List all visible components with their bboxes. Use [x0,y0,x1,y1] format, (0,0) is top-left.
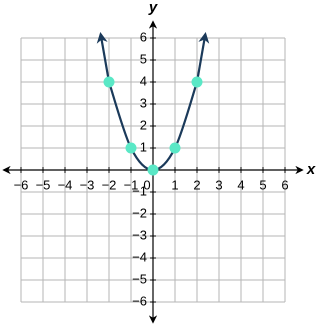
x-tick-label: 2 [193,177,200,192]
x-tick-label: 6 [281,177,288,192]
x-tick-label: −2 [102,177,117,192]
curve-arrow [96,32,111,83]
y-tick-label: −3 [132,227,147,242]
x-tick-label: 5 [259,177,266,192]
point [103,76,115,88]
x-tick-label: −4 [58,177,73,192]
y-tick-label: 6 [140,29,147,44]
y-tick-label: 4 [140,73,147,88]
point [169,142,181,154]
y-tick-label: −6 [132,293,147,308]
x-axis-label: x [306,161,316,178]
x-tick-label: −6 [14,177,29,192]
x-tick-label: 1 [171,177,178,192]
y-tick-label: 5 [140,51,147,66]
point [191,76,203,88]
y-tick-label: 3 [140,95,147,110]
y-tick-label: −2 [132,205,147,220]
x-tick-label: −5 [36,177,51,192]
x-tick-label: −3 [80,177,95,192]
x-tick-label: 4 [237,177,244,192]
y-tick-label: −1 [132,183,147,198]
y-tick-label: 1 [140,139,147,154]
point [147,164,159,176]
point [125,142,137,154]
x-tick-label: 3 [215,177,222,192]
y-axis-label: y [148,0,158,16]
y-tick-label: −4 [132,249,147,264]
x-tick-label: 0 [143,177,150,192]
y-tick-label: −5 [132,271,147,286]
x-tick-label: −1 [124,177,139,192]
y-tick-label: 2 [140,117,147,132]
curve-arrow [195,32,210,83]
